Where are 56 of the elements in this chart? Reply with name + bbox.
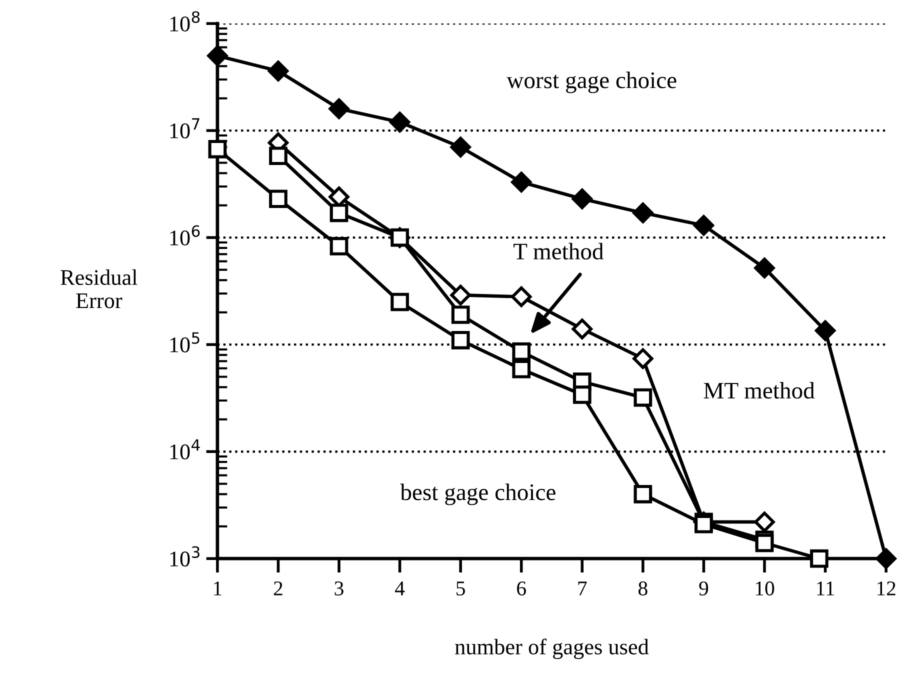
point: [269, 190, 288, 208]
x-tick-label: 7: [578, 582, 587, 596]
y-tick-label: 10$^{4}$: [170, 439, 200, 460]
y-axis-title: Residual Error: [60, 269, 138, 308]
point: [330, 204, 348, 222]
x-tick-label: 4: [394, 582, 405, 596]
x-tick-label: 5: [456, 582, 465, 596]
x-tick-label: 8: [638, 581, 648, 596]
point: [572, 188, 593, 210]
point: [755, 534, 774, 552]
y-tick-label: 10$^{8}$: [170, 11, 200, 32]
annotation: best gage choice: [400, 484, 556, 506]
annotation: T method: [514, 242, 604, 260]
point: [208, 140, 227, 158]
y-tick-label: 10$^{7}$: [170, 118, 200, 138]
y-tick-label: 10$^{3}$: [170, 546, 200, 566]
annotation: worst gage choice: [506, 72, 676, 94]
x-tick-label: 12: [877, 581, 896, 596]
point: [451, 306, 470, 324]
point: [510, 172, 532, 192]
x-tick-label: 11: [817, 582, 834, 596]
point: [754, 512, 775, 532]
point: [512, 342, 531, 361]
point: [207, 45, 228, 66]
point: [632, 202, 654, 224]
x-tick-label: 3: [334, 581, 344, 596]
annotation: MT method: [704, 382, 815, 399]
x-tick-label: 10: [756, 581, 774, 596]
point: [634, 388, 652, 407]
point: [450, 284, 471, 306]
point: [632, 348, 654, 369]
point: [269, 146, 288, 166]
point: [754, 258, 775, 278]
point: [328, 98, 350, 120]
point: [450, 136, 471, 158]
point: [814, 320, 836, 341]
y-tick-label: 10$^{6}$: [170, 225, 200, 246]
point: [693, 215, 714, 236]
y-tick-label: 10$^{5}$: [170, 332, 200, 352]
point: [330, 237, 348, 256]
point: [510, 286, 532, 308]
x-tick-label: 6: [517, 581, 526, 596]
x-tick-label: 9: [699, 581, 708, 596]
point: [572, 318, 593, 340]
x-axis-title: number of gages used: [455, 638, 649, 660]
point: [634, 484, 652, 504]
point: [389, 112, 410, 132]
point: [572, 386, 592, 404]
point: [810, 549, 828, 568]
x-tick-label: 1: [214, 582, 222, 596]
x-tick-label: 2: [274, 581, 282, 596]
point: [876, 548, 896, 569]
point: [451, 330, 470, 350]
point: [390, 292, 409, 312]
point: [512, 360, 531, 378]
point: [268, 60, 289, 82]
